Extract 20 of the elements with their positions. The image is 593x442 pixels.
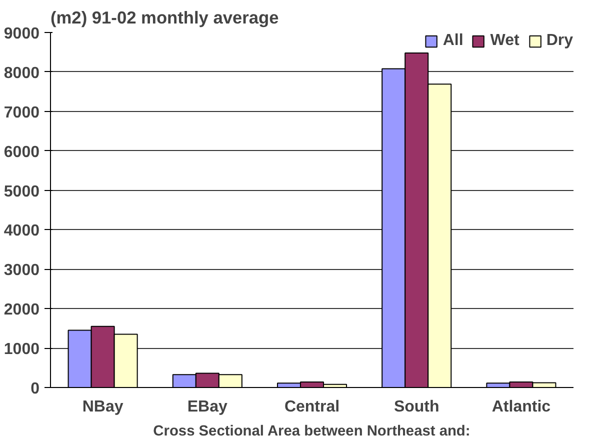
x-axis-title: Cross Sectional Area between Northeast and: [153,424,470,440]
legend-label: Dry [546,32,573,50]
y-tick-label: 9000 [4,26,40,42]
y-tick-label: 3000 [4,262,40,280]
x-tick-label: Atlantic [492,398,551,416]
legend-label: All [442,32,464,50]
y-tick-label: 1000 [4,341,40,358]
y-tick-label: 0 [30,380,40,398]
x-tick-label: Central [284,398,340,416]
y-tick-label: 8000 [4,64,40,82]
chart-title: (m2) 91-02 monthly average [50,8,280,28]
legend-label: Wet [490,32,520,50]
x-tick-label: EBay [187,398,228,416]
y-tick-label: 7000 [4,104,40,122]
y-tick-label: 4000 [4,222,40,240]
x-tick-label: NBay [82,398,124,416]
y-tick-label: 2000 [4,302,40,319]
y-tick-label: 5000 [4,183,40,200]
y-tick-label: 6000 [4,144,40,161]
x-tick-label: South [394,398,440,416]
